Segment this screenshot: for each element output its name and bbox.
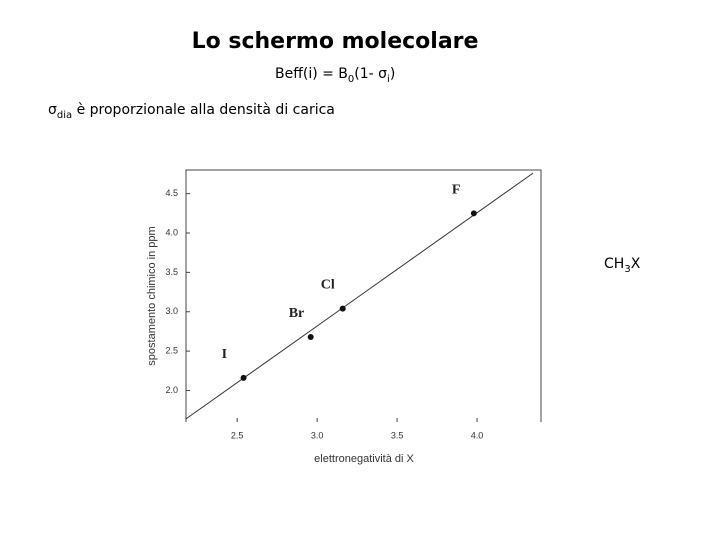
molecule: CH3X (604, 256, 641, 275)
y-tick-label: 3.5 (165, 267, 178, 277)
fit-line (185, 172, 534, 420)
point (470, 210, 477, 217)
plot-frame (185, 169, 542, 422)
y-tick-label: 4.0 (165, 227, 178, 237)
formula-part: ) (390, 66, 395, 82)
y-tick-label: 2.5 (165, 346, 178, 356)
statement-sub: dia (57, 110, 72, 121)
formula-sub: i (387, 74, 390, 85)
statement-sigma: σ (48, 102, 57, 118)
x-tick-label: 2.5 (231, 430, 244, 440)
y-tick-label: 4.5 (165, 188, 178, 198)
y-tick-label: 2.0 (165, 385, 178, 395)
formula-sub: 0 (348, 74, 354, 85)
x-tick-label: 3.5 (391, 430, 404, 440)
point-label: I (222, 347, 227, 362)
point (307, 333, 314, 340)
x-tick-label: 4.0 (471, 430, 484, 440)
formula-sigma: σ (378, 66, 387, 82)
point (240, 374, 247, 381)
point-label: F (452, 182, 461, 197)
molecule-part: X (631, 256, 641, 272)
molecule-part: CH (604, 256, 624, 272)
x-tick-label: 3.0 (311, 430, 324, 440)
x-axis-title: elettronegatività di X (314, 453, 414, 465)
slide-title: Lo schermo molecolare (192, 29, 479, 54)
point (339, 305, 346, 312)
y-tick-label: 3.0 (165, 306, 178, 316)
y-axis-title: spostamento chimico in ppm (146, 226, 158, 365)
formula-part: Beff(i) = B (275, 66, 348, 82)
point-label: Cl (321, 278, 335, 293)
formula-part: (1- (354, 66, 378, 82)
formula: Beff(i) = B0(1- σi) (275, 66, 395, 85)
statement-text: è proporzionale alla densità di carica (72, 102, 335, 118)
point-label: Br (289, 306, 305, 321)
statement: σdia è proporzionale alla densità di car… (48, 102, 335, 121)
molecule-sub: 3 (624, 264, 630, 275)
